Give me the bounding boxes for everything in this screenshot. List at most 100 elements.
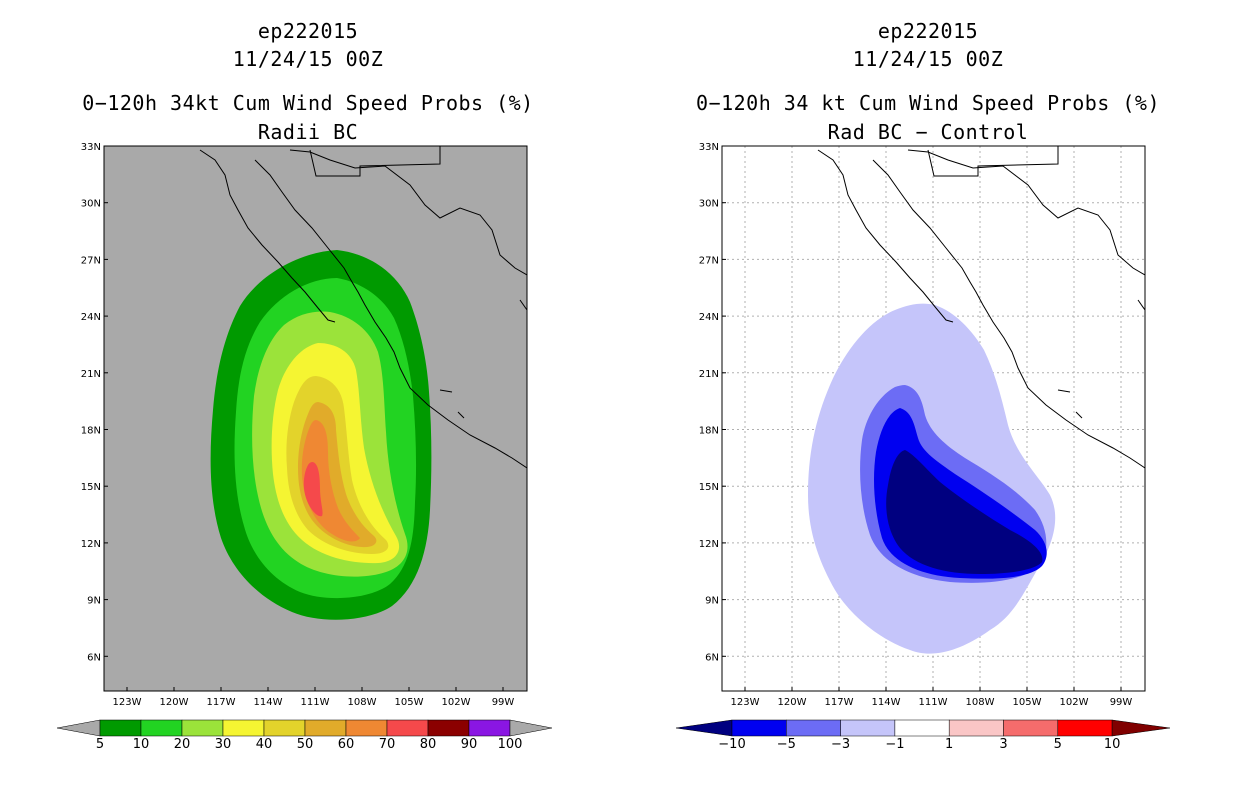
left-colorbar: 5 10 20 30 40 50 60 70 80 90 100 (56, 719, 553, 752)
colorbar-label: 30 (215, 737, 232, 752)
lon-label: 114W (872, 697, 901, 708)
left-lat-axis: 33N 30N 27N 24N 21N 18N 15N 12N 9N 6N (81, 142, 108, 663)
lat-label: 15N (699, 482, 719, 493)
lat-label: 6N (705, 652, 719, 663)
lat-label: 30N (699, 199, 719, 210)
colorbar-label: 20 (174, 737, 191, 752)
lat-label: 21N (81, 369, 101, 380)
colorbar-swatch (948, 719, 1004, 737)
colorbar-label: 60 (338, 737, 355, 752)
colorbar-label: 100 (498, 737, 523, 752)
lat-label: 9N (87, 596, 101, 607)
colorbar-label: 10 (1104, 737, 1121, 752)
colorbar-swatch (427, 719, 470, 737)
colorbar-label: 80 (420, 737, 437, 752)
colorbar-swatch (731, 719, 787, 737)
colorbar-swatch (140, 719, 183, 737)
lat-label: 12N (81, 539, 101, 550)
lon-label: 123W (731, 697, 760, 708)
lon-label: 123W (113, 697, 142, 708)
lat-label: 18N (81, 426, 101, 437)
lon-label: 120W (778, 697, 807, 708)
lat-label: 30N (81, 199, 101, 210)
lat-label: 27N (81, 255, 101, 266)
lon-label: 120W (160, 697, 189, 708)
colorbar-label: 3 (999, 737, 1007, 752)
lon-label: 111W (301, 697, 330, 708)
coastline (199, 146, 527, 469)
lat-label: 15N (81, 482, 101, 493)
colorbar-low-arrow (56, 719, 101, 737)
left-datetime: 11/24/15 00Z (232, 47, 384, 71)
colorbar-swatch (304, 719, 347, 737)
colorbar-label: 1 (945, 737, 953, 752)
lat-label: 21N (699, 369, 719, 380)
left-map-title: 0−120h 34kt Cum Wind Speed Probs (%) (82, 91, 534, 115)
lon-label: 108W (348, 697, 377, 708)
colorbar-swatch (345, 719, 388, 737)
left-map-subtitle: Radii BC (257, 120, 359, 144)
lat-label: 33N (699, 142, 719, 153)
lon-label: 102W (1060, 697, 1089, 708)
right-difference-map: 33N 30N 27N 24N 21N 18N 15N 12N 9N 6N 123W 120W 117… (675, 142, 1171, 752)
lon-label: 108W (966, 697, 995, 708)
colorbar-label: 90 (461, 737, 478, 752)
lon-label: 114W (254, 697, 283, 708)
colorbar-swatch (386, 719, 429, 737)
colorbar-label: 40 (256, 737, 273, 752)
lat-label: 24N (81, 312, 101, 323)
colorbar-high-arrow (509, 719, 553, 737)
colorbar-label: −3 (831, 737, 850, 752)
lat-label: 6N (87, 652, 101, 663)
lat-label: 33N (81, 142, 101, 153)
right-map-title: 0−120h 34 kt Cum Wind Speed Probs (%) (695, 91, 1161, 115)
colorbar-label: 5 (1054, 737, 1062, 752)
right-datetime: 11/24/15 00Z (852, 47, 1004, 71)
lat-label: 9N (705, 596, 719, 607)
right-lat-axis: 33N 30N 27N 24N 21N 18N 15N 12N 9N 6N (699, 142, 726, 663)
lat-label: 27N (699, 255, 719, 266)
lat-label: 12N (699, 539, 719, 550)
lat-label: 18N (699, 426, 719, 437)
colorbar-low-arrow (675, 719, 733, 737)
right-colorbar: −10 −5 −3 −1 1 3 5 10 (675, 719, 1171, 752)
colorbar-label: 70 (379, 737, 396, 752)
lon-label: 111W (919, 697, 948, 708)
lon-label: 117W (825, 697, 854, 708)
colorbar-label: 5 (96, 737, 104, 752)
colorbar-swatch (181, 719, 224, 737)
colorbar-swatch (263, 719, 306, 737)
lon-label: 102W (442, 697, 471, 708)
colorbar-label: 10 (133, 737, 150, 752)
colorbar-swatch (1003, 719, 1059, 737)
coastline (817, 146, 1145, 469)
right-panel-title-block: ep222015 11/24/15 00Z 0−120h 34 kt Cum W… (668, 18, 1188, 148)
lon-label: 105W (395, 697, 424, 708)
colorbar-swatch (1057, 719, 1113, 737)
left-lon-axis: 123W 120W 117W 114W 111W 108W 105W 102W 99W (113, 687, 515, 708)
colorbar-swatch (894, 719, 950, 737)
left-probability-map: 33N 30N 27N 24N 21N 18N 15N 12N 9N 6N 123W 120W 117… (56, 142, 553, 752)
colorbar-label: 50 (297, 737, 314, 752)
colorbar-label: −10 (718, 737, 745, 752)
colorbar-swatch (786, 719, 841, 737)
right-lon-axis: 123W 120W 117W 114W 111W 108W 105W 102W 99W (731, 687, 1133, 708)
lat-label: 24N (699, 312, 719, 323)
right-map-subtitle: Rad BC − Control (827, 120, 1029, 144)
lon-label: 117W (207, 697, 236, 708)
diff-contour-minus10 (886, 450, 1043, 574)
colorbar-label: −5 (777, 737, 796, 752)
lon-label: 105W (1013, 697, 1042, 708)
colorbar-swatch (99, 719, 142, 737)
lon-label: 99W (492, 697, 515, 708)
prob-contour-70 (303, 462, 323, 517)
lon-label: 99W (1110, 697, 1133, 708)
colorbar-swatch (468, 719, 511, 737)
colorbar-swatch (222, 719, 265, 737)
right-storm-id: ep222015 (877, 19, 979, 43)
left-panel-title-block: ep222015 11/24/15 00Z 0−120h 34kt Cum Wi… (48, 18, 568, 148)
colorbar-swatch (840, 719, 896, 737)
colorbar-high-arrow (1111, 719, 1171, 737)
left-storm-id: ep222015 (257, 19, 359, 43)
colorbar-label: −1 (885, 737, 904, 752)
